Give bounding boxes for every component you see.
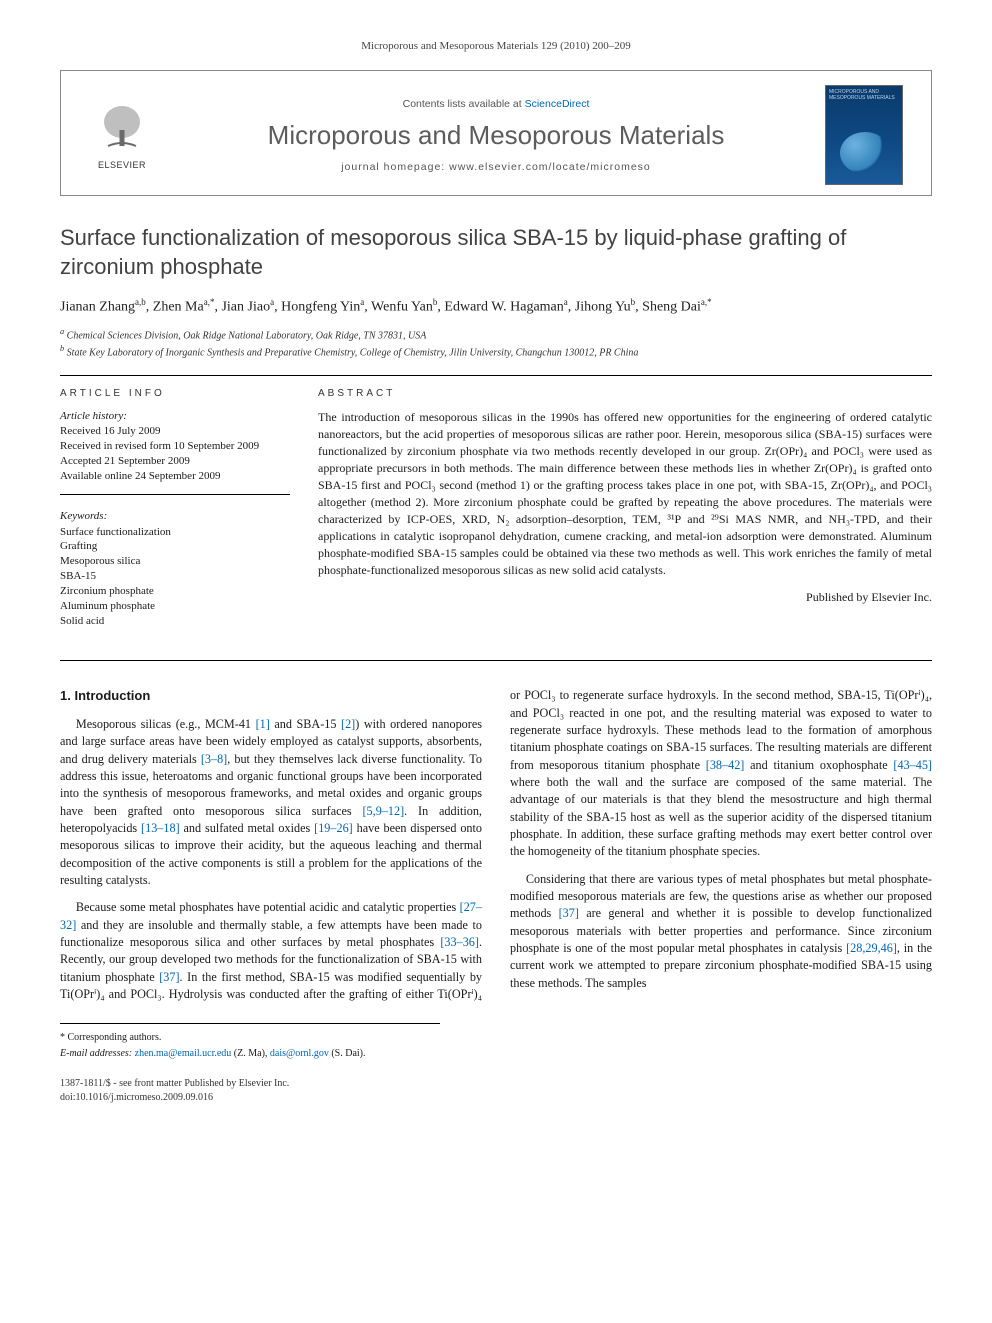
citation-link[interactable]: [33–36] [440, 935, 479, 949]
article-info-column: ARTICLE INFO Article history: Received 1… [60, 388, 290, 639]
abstract-body: The introduction of mesoporous silicas i… [318, 409, 932, 579]
body-columns: 1. Introduction Mesoporous silicas (e.g.… [60, 687, 932, 1003]
author-name: , Edward W. Hagaman [437, 300, 563, 315]
keywords-block: Keywords: Surface functionalization Graf… [60, 509, 290, 639]
citation-link[interactable]: [28,29,46] [846, 941, 897, 955]
journal-name: Microporous and Mesoporous Materials [179, 120, 813, 151]
intro-paragraph: Considering that there are various types… [510, 871, 932, 992]
history-item: Received in revised form 10 September 20… [60, 439, 290, 454]
keyword: Solid acid [60, 614, 290, 629]
affiliations: a Chemical Sciences Division, Oak Ridge … [60, 326, 932, 361]
elsevier-tree-icon [94, 100, 150, 156]
introduction-heading: 1. Introduction [60, 687, 482, 705]
citation-link[interactable]: [1] [256, 717, 270, 731]
article-info-heading: ARTICLE INFO [60, 388, 290, 399]
author-affiliation-marker: a,b [135, 297, 146, 307]
citation-link[interactable]: [2] [341, 717, 355, 731]
affiliation-a: a Chemical Sciences Division, Oak Ridge … [60, 326, 932, 343]
publisher-line: Published by Elsevier Inc. [318, 589, 932, 606]
journal-cover-thumbnail: MICROPOROUS AND MESOPOROUS MATERIALS [825, 85, 903, 185]
history-item: Available online 24 September 2009 [60, 469, 290, 484]
contents-label: Contents lists available at [403, 98, 525, 110]
email-author: (S. Dai). [329, 1048, 366, 1059]
cover-title-text: MICROPOROUS AND MESOPOROUS MATERIALS [829, 89, 895, 101]
affiliation-b: b State Key Laboratory of Inorganic Synt… [60, 343, 932, 360]
abstract-heading: ABSTRACT [318, 388, 932, 399]
email-link[interactable]: dais@ornl.gov [270, 1048, 329, 1059]
author-affiliation-marker: a,* [701, 297, 712, 307]
author-affiliation-marker: a,* [204, 297, 215, 307]
elsevier-logo: ELSEVIER [77, 100, 167, 170]
journal-homepage: journal homepage: www.elsevier.com/locat… [179, 161, 813, 173]
keyword: Mesoporous silica [60, 554, 290, 569]
contents-line: Contents lists available at ScienceDirec… [179, 98, 813, 110]
history-label: Article history: [60, 409, 290, 424]
author-name: , Jihong Yu [568, 300, 631, 315]
email-link[interactable]: zhen.ma@email.ucr.edu [135, 1048, 232, 1059]
article-title: Surface functionalization of mesoporous … [60, 224, 932, 281]
author-name: , Wenfu Yan [364, 300, 433, 315]
journal-header: ELSEVIER Contents lists available at Sci… [60, 70, 932, 196]
author-name: , Hongfeng Yin [274, 300, 360, 315]
citation-link[interactable]: [3–8] [201, 752, 227, 766]
author-name: , Zhen Ma [146, 300, 204, 315]
divider [60, 375, 932, 376]
keyword: Zirconium phosphate [60, 584, 290, 599]
authors-list: Jianan Zhanga,b, Zhen Maa,*, Jian Jiaoa,… [60, 297, 932, 316]
author-name: Jianan Zhang [60, 300, 135, 315]
doi-line: doi:10.1016/j.micromeso.2009.09.016 [60, 1091, 932, 1105]
history-item: Received 16 July 2009 [60, 424, 290, 439]
keyword: SBA-15 [60, 569, 290, 584]
footnotes: * Corresponding authors. E-mail addresse… [60, 1023, 440, 1061]
citation-link[interactable]: [13–18] [141, 821, 180, 835]
keyword: Surface functionalization [60, 525, 290, 540]
abstract-column: ABSTRACT The introduction of mesoporous … [318, 388, 932, 639]
divider [60, 660, 932, 661]
email-line: E-mail addresses: zhen.ma@email.ucr.edu … [60, 1047, 440, 1061]
intro-paragraph: Mesoporous silicas (e.g., MCM-41 [1] and… [60, 716, 482, 889]
citation-link[interactable]: [19–26] [314, 821, 353, 835]
author-name: , Jian Jiao [214, 300, 270, 315]
copyright-block: 1387-1811/$ - see front matter Published… [60, 1077, 932, 1105]
copyright-line: 1387-1811/$ - see front matter Published… [60, 1077, 932, 1091]
article-history: Article history: Received 16 July 2009 R… [60, 409, 290, 495]
citation-link[interactable]: [5,9–12] [363, 804, 405, 818]
citation-link[interactable]: [43–45] [893, 758, 932, 772]
keywords-label: Keywords: [60, 509, 290, 524]
keyword: Aluminum phosphate [60, 599, 290, 614]
running-head: Microporous and Mesoporous Materials 129… [60, 40, 932, 52]
citation-link[interactable]: [37] [559, 906, 579, 920]
history-item: Accepted 21 September 2009 [60, 454, 290, 469]
citation-link[interactable]: [38–42] [706, 758, 745, 772]
corresponding-author-note: * Corresponding authors. [60, 1031, 440, 1045]
elsevier-brand-text: ELSEVIER [77, 160, 167, 170]
email-author: (Z. Ma), [231, 1048, 270, 1059]
sciencedirect-link[interactable]: ScienceDirect [525, 98, 590, 110]
email-label: E-mail addresses: [60, 1048, 135, 1059]
citation-link[interactable]: [37] [159, 970, 179, 984]
author-name: , Sheng Dai [635, 300, 701, 315]
keyword: Grafting [60, 539, 290, 554]
